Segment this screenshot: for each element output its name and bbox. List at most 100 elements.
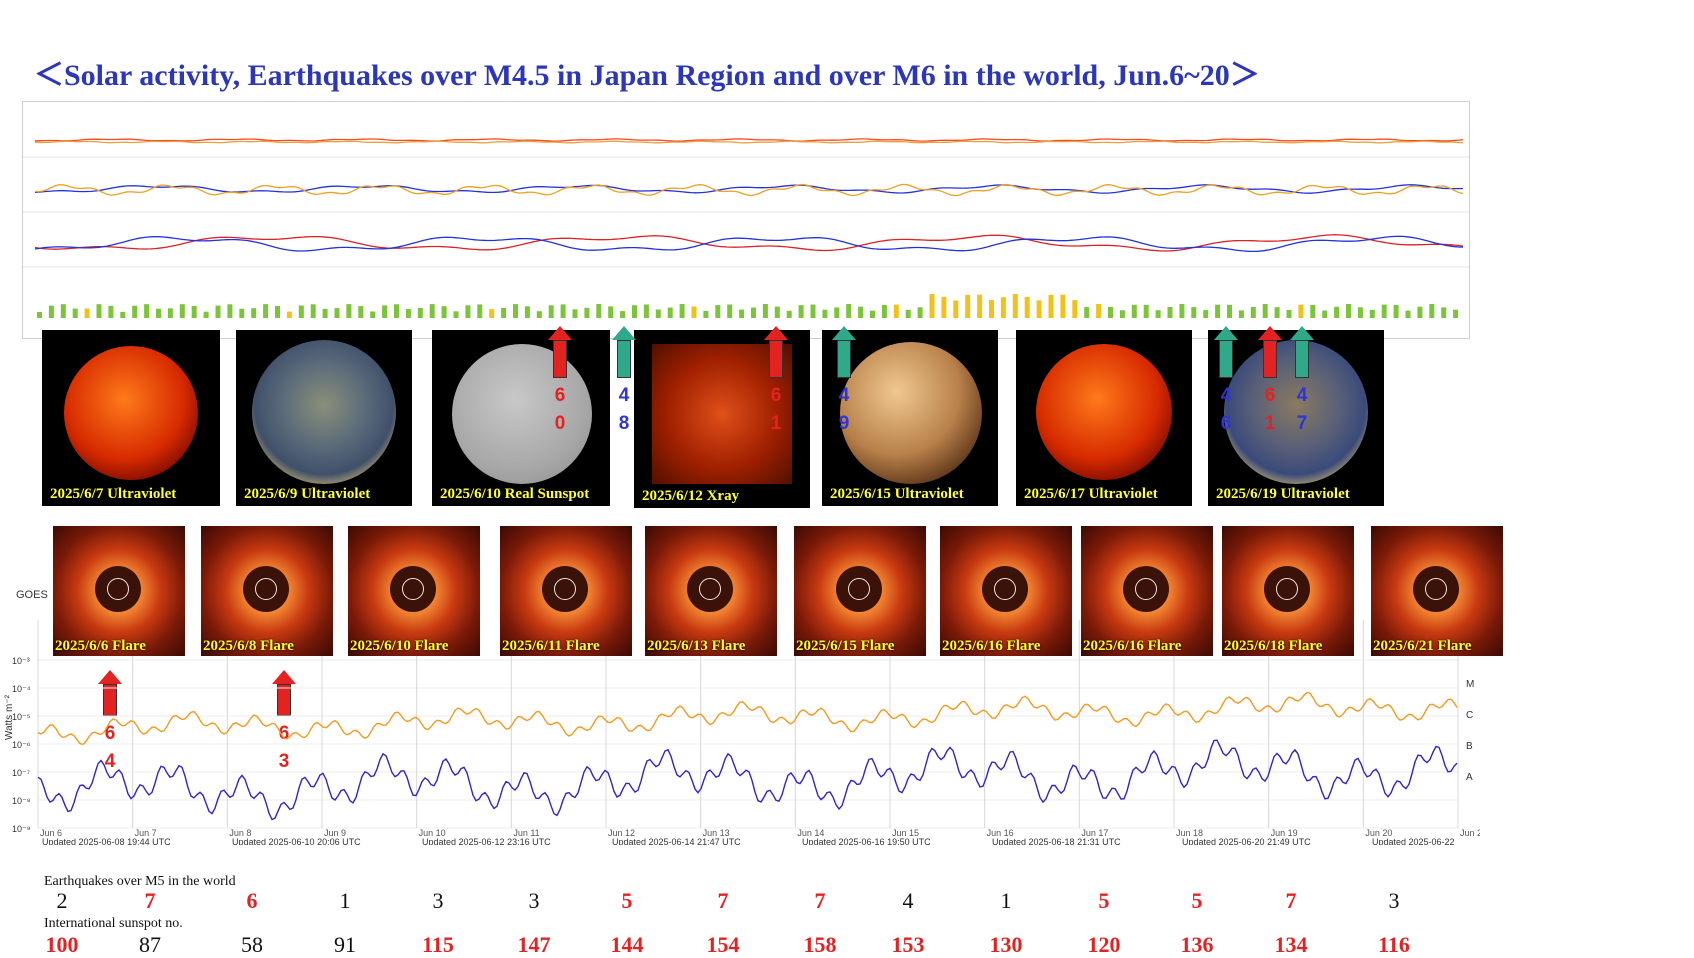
- kp-bar: [215, 305, 221, 318]
- kp-bar: [60, 304, 66, 318]
- updated-label: Updated 2025-06-20 21:49 UTC: [1182, 837, 1311, 845]
- uv-caption: 2025/6/15 Ultraviolet: [830, 486, 964, 502]
- sunspot-number: 130: [989, 932, 1023, 957]
- magnitude-digit: 4: [838, 385, 850, 406]
- arrow-shaft: [617, 340, 631, 378]
- kp-bar: [179, 304, 185, 318]
- uv-caption: 2025/6/10 Real Sunspot: [440, 486, 590, 502]
- kp-bar: [548, 305, 554, 318]
- earthquake-label: Earthquakes over M5 in the world: [44, 874, 236, 889]
- sun-outline: [1425, 578, 1447, 600]
- magnitude-digit: 9: [838, 413, 850, 434]
- kp-bar: [584, 307, 590, 318]
- kp-bar: [1143, 304, 1149, 318]
- y-tick-label: 10⁻⁹: [12, 824, 31, 834]
- uv-image-1: 2025/6/7 Ultraviolet: [42, 330, 220, 506]
- kp-bar: [739, 309, 745, 318]
- uv-image-6: 2025/6/17 Ultraviolet: [1016, 330, 1192, 506]
- magnitude-digit: 6: [770, 385, 782, 406]
- sun-disc: [840, 342, 982, 484]
- kp-bar: [1429, 304, 1435, 318]
- kp-bar: [1215, 304, 1221, 318]
- flare-caption: 2025/6/18 Flare: [1224, 638, 1323, 654]
- kp-bar: [1393, 305, 1399, 318]
- sun-disc: [252, 340, 396, 484]
- day-label: Jun 9: [324, 828, 346, 838]
- kp-bar: [1036, 300, 1042, 318]
- magnitude-digit: 4: [104, 751, 116, 772]
- page-title: ＜Solar activity, Earthquakes over M4.5 i…: [34, 59, 1260, 92]
- day-label: Jun 12: [608, 828, 635, 838]
- kp-bar: [477, 304, 483, 318]
- magnitude-digit: 4: [618, 385, 630, 406]
- kp-bar: [286, 311, 292, 318]
- uv-caption: 2025/6/17 Ultraviolet: [1024, 486, 1158, 502]
- sun-disc: [1036, 344, 1172, 480]
- magnitude-digit: 3: [278, 751, 290, 772]
- sunspot-number: 158: [803, 932, 837, 957]
- kp-bar: [84, 308, 90, 318]
- uv-caption: 2025/6/12 Xray: [642, 488, 740, 504]
- kp-bar: [727, 304, 733, 318]
- kp-bar: [703, 310, 709, 318]
- kp-bar: [1227, 304, 1232, 318]
- sun-outline: [402, 578, 424, 600]
- sunspot-number: 134: [1274, 932, 1308, 957]
- kp-bar: [1012, 294, 1018, 318]
- flare-caption: 2025/6/6 Flare: [55, 638, 146, 654]
- uv-image-5: 2025/6/15 Ultraviolet: [822, 330, 998, 506]
- flare-caption: 2025/6/21 Flare: [1373, 638, 1472, 654]
- day-label: Jun 8: [229, 828, 251, 838]
- earthquake-count: 1: [339, 888, 351, 913]
- goes-xray-chart: 10⁻³ 10⁻⁴ 10⁻⁵ 10⁻⁶ 10⁻⁷ 10⁻⁸ 10⁻⁹ GOES Watts m⁻…: [4, 589, 1480, 845]
- kp-bar: [524, 306, 530, 318]
- kp-bar: [1131, 304, 1137, 318]
- kp-bar: [989, 300, 994, 318]
- kp-bar: [822, 309, 828, 318]
- kp-bar: [893, 304, 899, 318]
- flare-class-label: B: [1466, 741, 1473, 752]
- magnitude-digit: 4: [1220, 385, 1232, 406]
- kp-bar: [655, 309, 661, 318]
- kp-bar: [489, 309, 495, 318]
- y-tick-label: 10⁻⁸: [12, 796, 31, 806]
- kp-bar: [72, 308, 78, 318]
- trace-line: [34, 183, 1464, 197]
- arrow-head: [1214, 326, 1238, 340]
- flare-caption: 2025/6/11 Flare: [502, 638, 600, 654]
- uv-caption: 2025/6/9 Ultraviolet: [244, 486, 371, 502]
- kp-bar: [1155, 310, 1161, 318]
- magnitude-digit: 6: [1264, 385, 1276, 406]
- kp-bar: [405, 309, 411, 318]
- kp-bar: [929, 294, 935, 318]
- kp-bar: [370, 311, 376, 318]
- magnitude-digit: 1: [1264, 413, 1276, 434]
- y-tick-label: 10⁻⁷: [12, 768, 30, 778]
- kp-bar: [965, 294, 971, 318]
- updated-label: Updated 2025-06-16 19:50 UTC: [802, 837, 931, 845]
- updated-label: Updated 2025-06-08 19:44 UTC: [42, 837, 171, 845]
- updated-label: Updated 2025-06-22: [1372, 837, 1455, 845]
- kp-bar: [1048, 294, 1054, 318]
- kp-bar: [1453, 309, 1459, 318]
- earthquake-count: 3: [432, 888, 444, 913]
- kp-bar: [1096, 304, 1102, 318]
- kp-bar: [1238, 310, 1244, 318]
- flare-image: 2025/6/18 Flare: [1222, 526, 1354, 656]
- arrow-head: [1258, 326, 1282, 340]
- sunspot-number: 154: [706, 932, 740, 957]
- magnitude-digit: 6: [104, 723, 116, 744]
- kp-bar: [382, 305, 388, 318]
- earthquake-count: 3: [1388, 888, 1400, 913]
- kp-bar: [1119, 310, 1125, 318]
- kp-bar: [1274, 307, 1280, 318]
- earthquake-count: 6: [246, 888, 258, 913]
- magnitude-digit: 4: [1296, 385, 1308, 406]
- arrow-head: [832, 326, 856, 340]
- arrow-shaft: [769, 340, 783, 378]
- uv-image-2: 2025/6/9 Ultraviolet: [236, 330, 412, 506]
- magnitude-digit: 6: [1220, 413, 1232, 434]
